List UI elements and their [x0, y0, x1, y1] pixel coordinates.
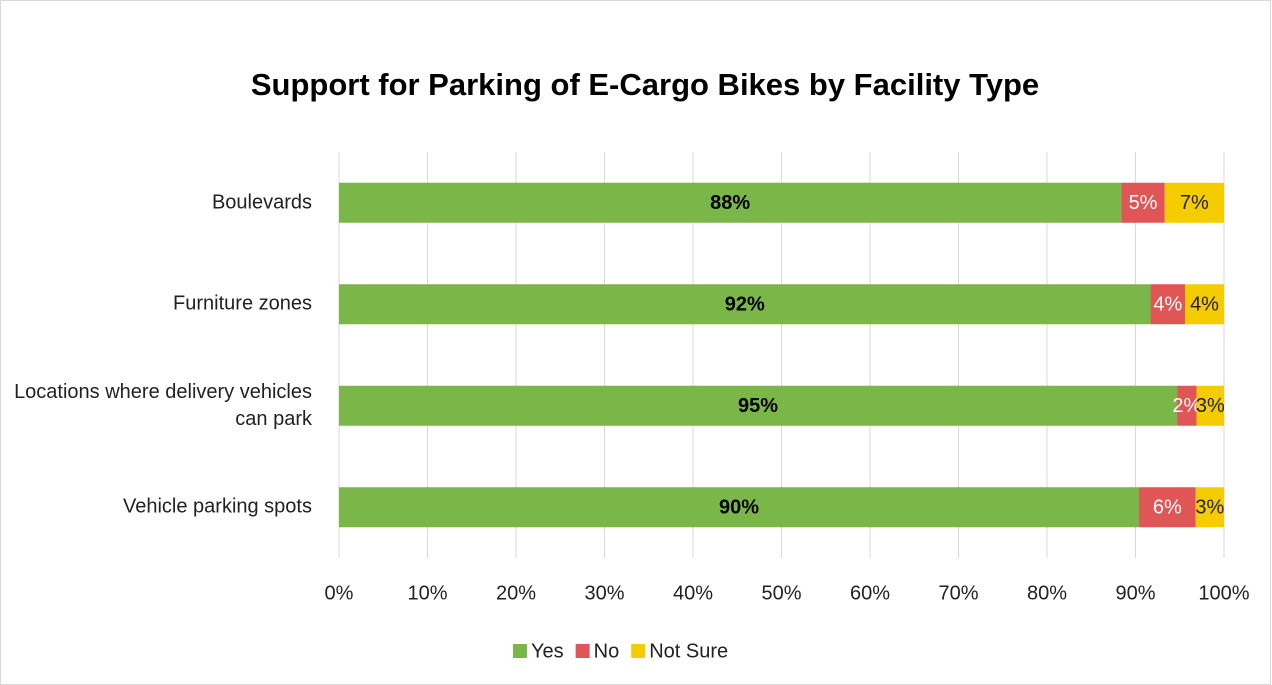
- x-tick-label: 0%: [325, 582, 354, 604]
- data-label: 4%: [1153, 294, 1182, 316]
- y-tick-label: Furniture zones: [173, 292, 312, 315]
- data-label: 90%: [719, 497, 759, 519]
- x-tick-label: 80%: [1027, 582, 1067, 604]
- legend-label: Not Sure: [649, 640, 728, 662]
- chart-title: Support for Parking of E-Cargo Bikes by …: [250, 67, 1040, 102]
- bar-segment: [1196, 385, 1224, 426]
- legend-swatch: [513, 644, 527, 658]
- data-label: 95%: [738, 395, 778, 417]
- data-label: 5%: [1129, 192, 1158, 214]
- x-tick-label: 50%: [761, 582, 801, 604]
- legend-swatch: [631, 644, 646, 658]
- bar-segment: [1177, 385, 1197, 426]
- data-label: 92%: [725, 294, 765, 316]
- bar-segment: [1195, 487, 1224, 528]
- bar-segment: [1150, 284, 1186, 325]
- legend-swatch: [575, 644, 590, 658]
- bar-segment: [1121, 182, 1165, 223]
- x-tick-label: 100%: [1198, 582, 1249, 604]
- data-label: 7%: [1180, 192, 1209, 214]
- x-tick-label: 20%: [496, 582, 536, 604]
- y-tick-label: Locations where delivery vehicles can pa…: [14, 380, 312, 430]
- bar-segment: [1185, 284, 1224, 325]
- x-tick-label: 70%: [938, 582, 978, 604]
- legend-label: Yes: [531, 640, 564, 662]
- data-label: 6%: [1153, 497, 1182, 519]
- x-tick-label: 90%: [1115, 582, 1155, 604]
- x-tick-label: 40%: [673, 582, 713, 604]
- data-label: 4%: [1190, 294, 1219, 316]
- bar-segment: [1139, 487, 1196, 528]
- data-label: 2%: [1172, 395, 1201, 417]
- bar-segment: [339, 182, 1122, 223]
- y-tick-label: Boulevards: [211, 191, 312, 214]
- bar-segment: [1164, 182, 1224, 223]
- y-tick-label: Vehicle parking spots: [122, 495, 312, 518]
- bar-segment: [339, 487, 1140, 528]
- data-label: 88%: [710, 192, 750, 214]
- data-label: 3%: [1196, 395, 1225, 417]
- x-tick-label: 10%: [407, 582, 447, 604]
- data-label: 3%: [1195, 497, 1224, 519]
- x-tick-label: 30%: [584, 582, 624, 604]
- bar-segment: [339, 284, 1151, 325]
- bar-segment: [339, 385, 1178, 426]
- legend-label: No: [594, 640, 620, 662]
- x-tick-label: 60%: [850, 582, 890, 604]
